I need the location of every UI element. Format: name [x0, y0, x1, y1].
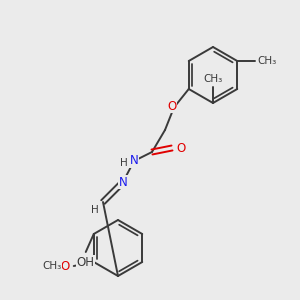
Text: H: H	[120, 158, 128, 168]
Text: O: O	[167, 100, 176, 112]
Text: N: N	[130, 154, 138, 167]
Text: H: H	[91, 205, 99, 215]
Text: O: O	[61, 260, 70, 272]
Text: OH: OH	[77, 256, 95, 268]
Text: O: O	[176, 142, 186, 154]
Text: CH₃: CH₃	[43, 261, 62, 271]
Text: N: N	[118, 176, 127, 188]
Text: CH₃: CH₃	[258, 56, 277, 66]
Text: CH₃: CH₃	[203, 74, 223, 84]
